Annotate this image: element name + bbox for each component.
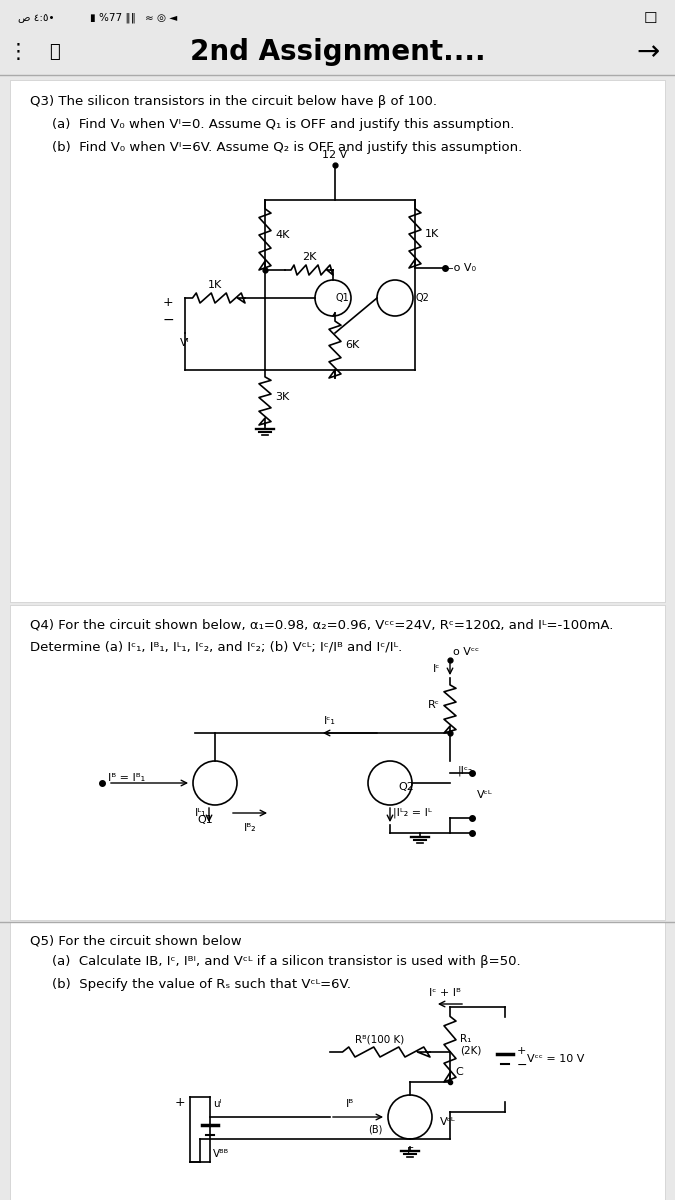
Text: uᴵ: uᴵ bbox=[213, 1099, 221, 1109]
FancyBboxPatch shape bbox=[10, 605, 665, 920]
Text: →: → bbox=[637, 38, 659, 66]
Text: E: E bbox=[406, 1147, 414, 1157]
Text: Vᶜᶜ = 10 V: Vᶜᶜ = 10 V bbox=[527, 1055, 585, 1064]
Text: Vᴮᴮ: Vᴮᴮ bbox=[213, 1150, 229, 1159]
FancyBboxPatch shape bbox=[10, 922, 665, 1200]
Text: Vᶜᴸ: Vᶜᴸ bbox=[440, 1117, 456, 1127]
Text: ⧉: ⧉ bbox=[50, 43, 60, 61]
Text: ≈ ◎ ◄: ≈ ◎ ◄ bbox=[145, 13, 178, 23]
Text: Vᴵ: Vᴵ bbox=[180, 338, 190, 348]
Text: 2nd Assignment....: 2nd Assignment.... bbox=[190, 38, 486, 66]
Text: 2K: 2K bbox=[302, 252, 316, 262]
Text: +: + bbox=[163, 296, 173, 310]
Text: Q3) The silicon transistors in the circuit below have β of 100.: Q3) The silicon transistors in the circu… bbox=[30, 95, 437, 108]
Text: Iᴮ: Iᴮ bbox=[346, 1099, 354, 1109]
Text: ☐: ☐ bbox=[643, 11, 657, 25]
Text: 1K: 1K bbox=[208, 280, 222, 290]
Text: Q1: Q1 bbox=[335, 293, 349, 302]
Text: Q1: Q1 bbox=[197, 815, 213, 826]
Text: (B): (B) bbox=[368, 1126, 382, 1135]
Text: Vᶜᴸ: Vᶜᴸ bbox=[477, 791, 493, 800]
Text: Iᴮ = Iᴮ₁: Iᴮ = Iᴮ₁ bbox=[108, 773, 145, 782]
Text: (a)  Find V₀ when Vᴵ=0. Assume Q₁ is OFF and justify this assumption.: (a) Find V₀ when Vᴵ=0. Assume Q₁ is OFF … bbox=[52, 118, 514, 131]
Text: 12 V: 12 V bbox=[323, 150, 348, 160]
Text: Q2: Q2 bbox=[398, 782, 414, 792]
Text: 4K: 4K bbox=[275, 230, 290, 240]
Text: −: − bbox=[162, 313, 174, 326]
Text: −: − bbox=[517, 1058, 527, 1072]
FancyBboxPatch shape bbox=[10, 80, 665, 602]
Text: 1K: 1K bbox=[425, 229, 439, 239]
Text: 6K: 6K bbox=[345, 341, 359, 350]
Text: Iᶜ + Iᴮ: Iᶜ + Iᴮ bbox=[429, 988, 461, 998]
Text: Rᶜ: Rᶜ bbox=[428, 701, 440, 710]
Text: (b)  Find V₀ when Vᴵ=6V. Assume Q₂ is OFF and justify this assumption.: (b) Find V₀ when Vᴵ=6V. Assume Q₂ is OFF… bbox=[52, 140, 522, 154]
Text: –o V₀: –o V₀ bbox=[448, 263, 476, 272]
Text: ▮ %77 ‖‖: ▮ %77 ‖‖ bbox=[90, 13, 136, 23]
Text: Iᴮ₂: Iᴮ₂ bbox=[244, 823, 256, 833]
Text: +: + bbox=[517, 1046, 526, 1056]
Text: o Vᶜᶜ: o Vᶜᶜ bbox=[453, 647, 479, 658]
Text: +: + bbox=[175, 1096, 186, 1109]
Text: Iᶜ: Iᶜ bbox=[433, 664, 440, 674]
Text: Q4) For the circuit shown below, α₁=0.98, α₂=0.96, Vᶜᶜ=24V, Rᶜ=120Ω, and Iᴸ=-100: Q4) For the circuit shown below, α₁=0.98… bbox=[30, 618, 614, 631]
Text: |Iᴸ₂ = Iᴸ: |Iᴸ₂ = Iᴸ bbox=[393, 808, 432, 818]
Text: (a)  Calculate IB, Iᶜ, Iᴮᴵ, and Vᶜᴸ if a silicon transistor is used with β=50.: (a) Calculate IB, Iᶜ, Iᴮᴵ, and Vᶜᴸ if a … bbox=[52, 955, 520, 968]
Text: 3K: 3K bbox=[275, 392, 290, 402]
Text: Rᴮ(100 K): Rᴮ(100 K) bbox=[355, 1034, 404, 1044]
Text: Q5) For the circuit shown below: Q5) For the circuit shown below bbox=[30, 935, 242, 948]
Text: Q2: Q2 bbox=[415, 293, 429, 302]
Text: R₁
(2K): R₁ (2K) bbox=[460, 1033, 481, 1055]
Text: ص ٤:٥•: ص ٤:٥• bbox=[18, 13, 55, 23]
Text: C: C bbox=[455, 1067, 463, 1078]
Text: |Iᶜ₂: |Iᶜ₂ bbox=[458, 766, 473, 776]
Text: ⋮: ⋮ bbox=[7, 42, 28, 62]
Text: Iᶜ₁: Iᶜ₁ bbox=[324, 716, 336, 726]
Text: (b)  Specify the value of Rₛ such that Vᶜᴸ=6V.: (b) Specify the value of Rₛ such that Vᶜ… bbox=[52, 978, 351, 991]
Text: Iᴸ₁: Iᴸ₁ bbox=[194, 808, 206, 818]
Text: Determine (a) Iᶜ₁, Iᴮ₁, Iᴸ₁, Iᶜ₂, and Iᶜ₂; (b) Vᶜᴸ; Iᶜ/Iᴮ and Iᶜ/Iᴸ.: Determine (a) Iᶜ₁, Iᴮ₁, Iᴸ₁, Iᶜ₂, and Iᶜ… bbox=[30, 641, 402, 654]
